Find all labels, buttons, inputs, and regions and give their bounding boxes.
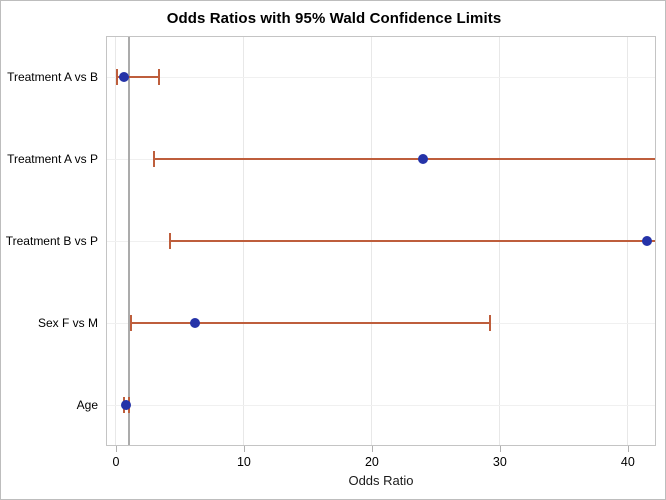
error-bar-cap-lower [168,233,171,249]
error-bar-cap-lower [130,315,133,331]
error-bar-cap-upper [488,315,491,331]
x-axis-tick-label: 30 [492,455,507,469]
x-axis-tick [627,446,629,452]
x-axis-tick-label: 20 [364,455,379,469]
error-bar-cap-lower [153,151,156,167]
x-axis-tick [243,446,245,452]
odds-ratio-marker [190,318,201,328]
error-bar-cap-upper [158,69,161,85]
category-label: Age [76,398,98,412]
x-axis-tick [115,446,117,452]
odds-ratio-marker [118,72,129,82]
x-axis-tick-label: 10 [236,455,251,469]
error-bar-cap-lower [116,69,119,85]
error-bar [154,158,655,160]
x-axis-tick [499,446,501,452]
error-bar [131,322,490,324]
x-axis-tick-label: 40 [620,455,635,469]
odds-ratio-marker [121,400,132,410]
category-label: Treatment A vs P [7,152,98,166]
row-gridline [107,76,655,78]
chart-title: Odds Ratios with 95% Wald Confidence Lim… [166,10,502,27]
x-axis-title: Odds Ratio [348,473,414,488]
x-axis-tick-label: 0 [112,455,120,469]
error-bar [169,240,655,242]
error-bar [117,76,160,78]
category-label: Sex F vs M [37,316,98,330]
category-label: Treatment A vs B [7,70,98,84]
category-label: Treatment B vs P [5,234,98,248]
odds-ratio-marker [418,154,429,164]
odds-ratio-marker [642,236,653,246]
reference-line [127,37,130,445]
x-axis-tick [371,446,373,452]
row-gridline [107,404,655,406]
